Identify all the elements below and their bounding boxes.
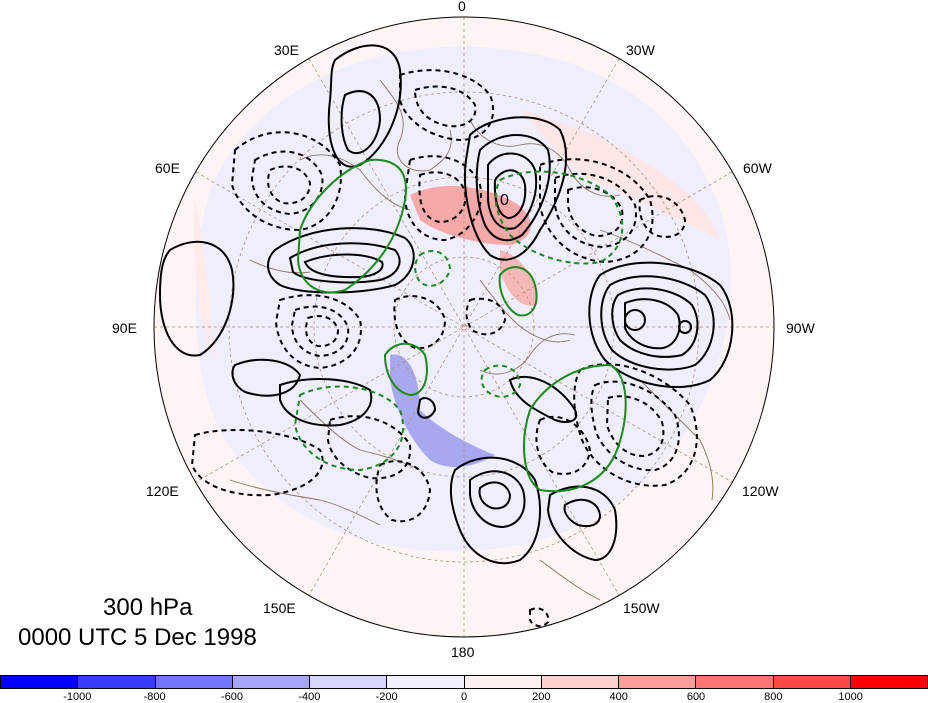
time-title: 0000 UTC 5 Dec 1998 — [18, 624, 257, 651]
colorbar-segment — [310, 676, 388, 688]
colorbar-tick-label: 200 — [532, 691, 551, 703]
lon-label-0: 0 — [458, 0, 466, 14]
lon-label-90e: 90E — [112, 320, 137, 336]
colorbar-segment — [696, 676, 774, 688]
lon-label-60e: 60E — [155, 160, 180, 176]
blue-patch — [390, 354, 495, 467]
colorbar — [0, 675, 928, 689]
lon-label-150w: 150W — [623, 600, 660, 616]
colorbar-tick-label: 0 — [460, 691, 468, 703]
lon-label-90w: 90W — [786, 320, 815, 336]
level-title: 300 hPa — [103, 594, 193, 621]
colorbar-tick-label: -200 — [375, 691, 398, 703]
lon-label-150e: 150E — [263, 600, 296, 616]
red-patch — [500, 250, 536, 306]
colorbar-tick-label: 800 — [764, 691, 783, 703]
colorbar-segment — [78, 676, 156, 688]
map-boundary — [153, 16, 775, 638]
contour-label: 0 — [500, 192, 509, 209]
colorbar-tick-label: -600 — [220, 691, 244, 703]
colorbar-tick-label: 1000 — [838, 691, 863, 703]
colorbar-segment — [464, 676, 542, 688]
colorbar-segment — [387, 676, 465, 688]
positive-contours — [158, 44, 734, 565]
lon-label-30w: 30W — [626, 42, 655, 58]
colorbar-tick-label: 400 — [609, 691, 628, 703]
colorbar-segment — [850, 676, 927, 688]
lon-label-120w: 120W — [742, 483, 779, 499]
polar-map: 0 — [153, 16, 775, 638]
colorbar-segment — [619, 676, 697, 688]
colorbar-segment — [773, 676, 851, 688]
colorbar-segment — [232, 676, 310, 688]
colorbar-tick-label: -1000 — [63, 691, 92, 703]
colorbar-segment — [541, 676, 619, 688]
colorbar-tick-label: -400 — [298, 691, 321, 703]
colorbar-tick-label: -800 — [143, 691, 166, 703]
lon-label-60w: 60W — [743, 160, 772, 176]
lon-label-180: 180 — [451, 644, 475, 660]
graticule — [154, 17, 774, 637]
colorbar-tick-label: 600 — [686, 691, 706, 703]
lon-label-120e: 120E — [146, 483, 179, 499]
green-contours — [296, 158, 627, 493]
green-dashed-contours — [293, 170, 624, 472]
colorbar-segment — [155, 676, 233, 688]
lon-label-30e: 30E — [274, 42, 299, 58]
negative-contours — [190, 69, 698, 627]
colorbar-segment — [1, 676, 79, 688]
